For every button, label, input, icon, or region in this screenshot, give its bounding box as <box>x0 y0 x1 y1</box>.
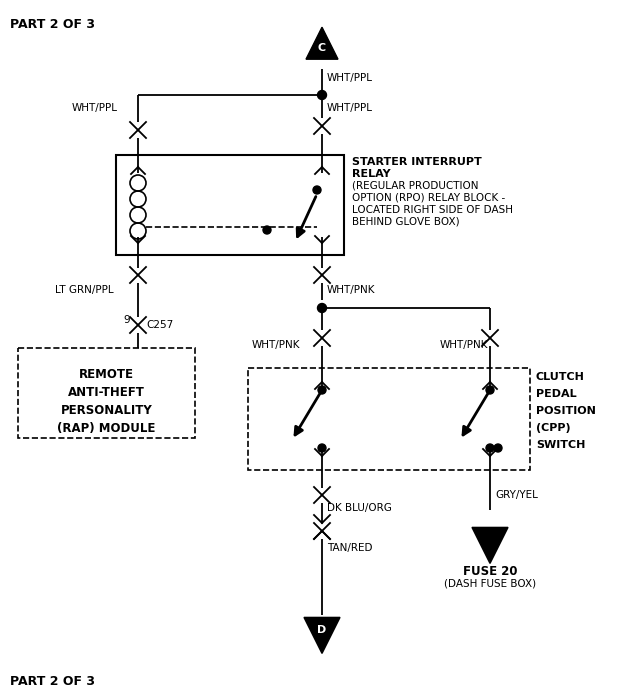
Circle shape <box>318 386 326 394</box>
Text: PART 2 OF 3: PART 2 OF 3 <box>10 675 95 688</box>
Polygon shape <box>306 27 338 60</box>
Text: PERSONALITY: PERSONALITY <box>61 404 153 417</box>
Text: LT GRN/PPL: LT GRN/PPL <box>55 285 114 295</box>
Circle shape <box>263 226 271 234</box>
Text: PEDAL: PEDAL <box>536 389 577 399</box>
Text: WHT/PNK: WHT/PNK <box>252 340 300 350</box>
Circle shape <box>318 444 326 452</box>
Text: DK BLU/ORG: DK BLU/ORG <box>327 503 392 513</box>
Text: (CPP): (CPP) <box>536 423 570 433</box>
Text: TAN/RED: TAN/RED <box>327 543 373 553</box>
Text: (REGULAR PRODUCTION: (REGULAR PRODUCTION <box>352 181 478 191</box>
Text: ANTI-THEFT: ANTI-THEFT <box>68 386 145 399</box>
Circle shape <box>318 304 326 312</box>
Text: (RAP) MODULE: (RAP) MODULE <box>57 422 156 435</box>
Text: SWITCH: SWITCH <box>536 440 585 450</box>
Text: BEHIND GLOVE BOX): BEHIND GLOVE BOX) <box>352 217 460 227</box>
Text: WHT/PNK: WHT/PNK <box>440 340 488 350</box>
Bar <box>248 368 530 470</box>
Bar <box>18 348 195 438</box>
Text: WHT/PPL: WHT/PPL <box>72 103 118 113</box>
Polygon shape <box>472 527 508 564</box>
Text: WHT/PPL: WHT/PPL <box>327 103 373 113</box>
Text: GRY/YEL: GRY/YEL <box>495 490 538 500</box>
Bar <box>116 155 344 255</box>
Polygon shape <box>304 617 340 653</box>
Text: POSITION: POSITION <box>536 406 596 416</box>
Text: WHT/PNK: WHT/PNK <box>327 285 376 295</box>
Text: WHT/PPL: WHT/PPL <box>327 73 373 83</box>
Text: RELAY: RELAY <box>352 169 391 179</box>
Text: PART 2 OF 3: PART 2 OF 3 <box>10 18 95 31</box>
Text: (DASH FUSE BOX): (DASH FUSE BOX) <box>444 578 536 588</box>
Circle shape <box>313 186 321 194</box>
Text: LOCATED RIGHT SIDE OF DASH: LOCATED RIGHT SIDE OF DASH <box>352 205 513 215</box>
Text: D: D <box>318 625 327 635</box>
Circle shape <box>486 386 494 394</box>
Circle shape <box>318 90 326 99</box>
Text: C257: C257 <box>146 320 173 330</box>
Text: CLUTCH: CLUTCH <box>536 372 585 382</box>
Text: FUSE 20: FUSE 20 <box>463 565 517 578</box>
Text: STARTER INTERRUPT: STARTER INTERRUPT <box>352 157 482 167</box>
Text: OPTION (RPO) RELAY BLOCK -: OPTION (RPO) RELAY BLOCK - <box>352 193 506 203</box>
Circle shape <box>494 444 502 452</box>
Text: 9: 9 <box>124 315 130 325</box>
Text: REMOTE: REMOTE <box>79 368 134 381</box>
Text: C: C <box>318 43 326 53</box>
Text: easyautodiagnostics.com: easyautodiagnostics.com <box>253 407 447 423</box>
Circle shape <box>486 444 494 452</box>
